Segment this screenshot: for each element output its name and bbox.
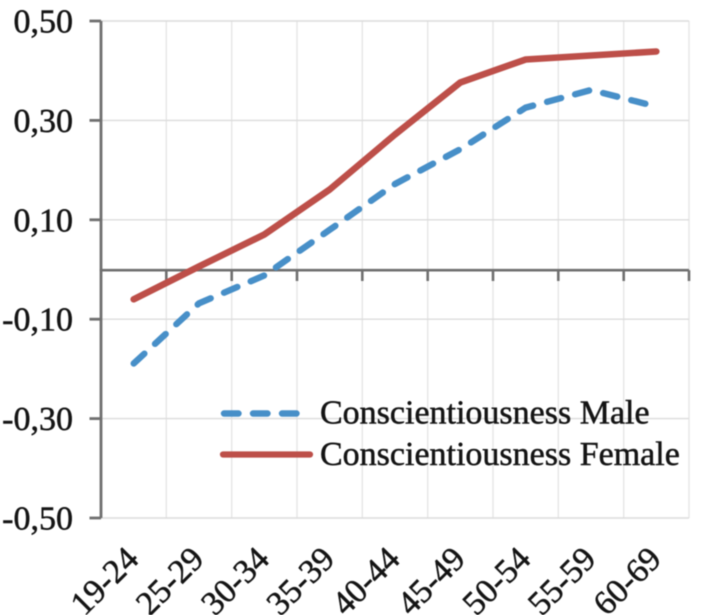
svg-text:-0,30: -0,30 [2, 401, 73, 438]
svg-text:Conscientiousness Male: Conscientiousness Male [320, 395, 650, 432]
svg-text:0,10: 0,10 [14, 202, 74, 239]
svg-text:-0,50: -0,50 [2, 501, 73, 538]
svg-text:Conscientiousness Female: Conscientiousness Female [320, 436, 680, 473]
svg-text:-0,10: -0,10 [2, 302, 73, 339]
svg-text:0,50: 0,50 [14, 4, 74, 41]
svg-text:0,30: 0,30 [14, 103, 74, 140]
